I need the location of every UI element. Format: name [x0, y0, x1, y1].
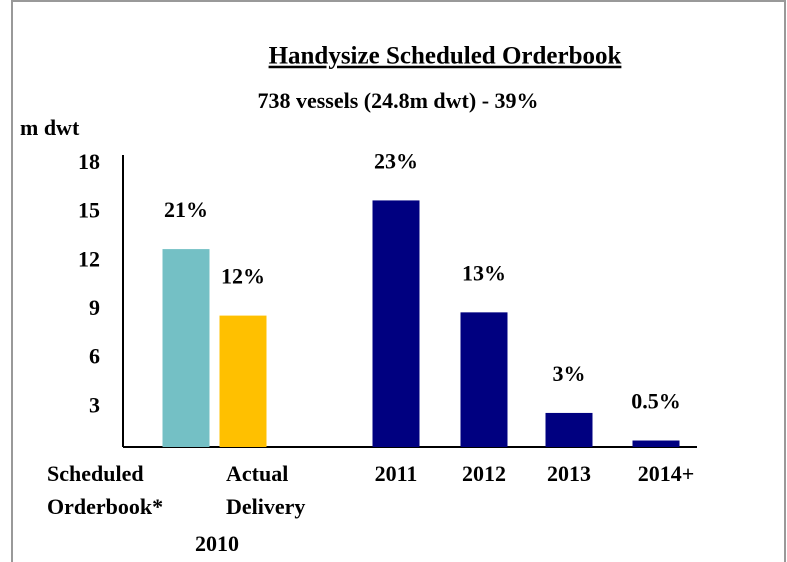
bar-annotation: 13%: [462, 260, 506, 285]
bar: [632, 440, 680, 447]
x-tick-label: Delivery: [226, 494, 305, 519]
bar: [219, 315, 267, 447]
y-tick-label: 15: [78, 198, 100, 223]
y-tick-label: 6: [89, 344, 100, 369]
bar-annotation: 12%: [221, 264, 265, 289]
x-tick-label: Orderbook*: [47, 494, 163, 519]
y-tick-label: 3: [89, 392, 100, 417]
bar: [372, 200, 420, 447]
bar-annotation: 3%: [553, 361, 586, 386]
chart-subtitle: 738 vessels (24.8m dwt) - 39%: [257, 88, 538, 113]
y-tick-label: 9: [89, 295, 100, 320]
y-tick-label: 18: [78, 149, 100, 174]
bar-annotation: 0.5%: [631, 389, 681, 414]
x-tick-label: 2014+: [638, 461, 695, 486]
group-label: 2010: [195, 531, 239, 556]
y-axis-label: m dwt: [20, 115, 80, 140]
bar: [162, 249, 210, 447]
x-tick-label: 2013: [547, 461, 591, 486]
bar: [460, 312, 508, 447]
bar-annotation: 21%: [164, 197, 208, 222]
chart-title: Handysize Scheduled Orderbook: [269, 43, 622, 70]
x-tick-label: Actual: [226, 461, 288, 486]
frame: [11, 0, 786, 562]
x-tick-label: Scheduled: [47, 461, 144, 486]
y-tick-label: 12: [78, 246, 100, 271]
bar: [545, 412, 593, 447]
x-tick-label: 2011: [375, 461, 418, 486]
bar-annotation: 23%: [374, 148, 418, 173]
x-tick-label: 2012: [462, 461, 506, 486]
